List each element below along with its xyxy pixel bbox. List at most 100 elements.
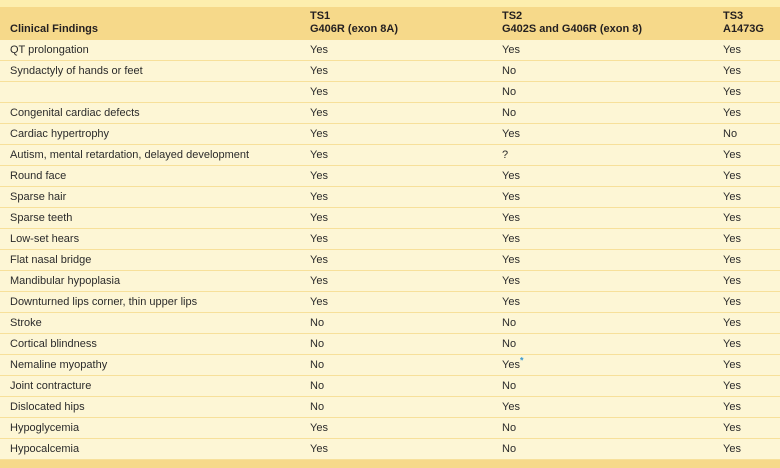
ts1-cell: No [310, 380, 325, 392]
ts2-cell: Yes [502, 44, 520, 56]
table-row: Cardiac hypertrophy Yes Yes No [0, 124, 780, 145]
finding-cell: Sparse hair [10, 191, 67, 203]
table-row: Dislocated hips No Yes Yes [0, 397, 780, 418]
ts2-cell: No [502, 443, 517, 455]
ts3-cell: Yes [723, 317, 741, 329]
table-row: QT prolongation Yes Yes Yes [0, 40, 780, 61]
table-body: QT prolongation Yes Yes Yes Syndactyly of ha… [0, 40, 780, 460]
table-row: Joint contracture No No Yes [0, 376, 780, 397]
finding-cell: Flat nasal bridge [10, 254, 92, 266]
ts2-cell: No [502, 422, 517, 434]
ts3-cell: Yes [723, 149, 741, 161]
table-row: Congenital cardiac defects Yes No Yes [0, 103, 780, 124]
header-ts1-line2: G406R (exon 8A) [310, 23, 399, 35]
ts2-cell: Yes [502, 254, 520, 266]
finding-cell: Round face [10, 170, 67, 182]
ts1-cell: Yes [310, 107, 328, 119]
ts1-cell: Yes [310, 149, 328, 161]
ts1-cell: Yes [310, 86, 328, 98]
ts3-cell: Yes [723, 380, 741, 392]
ts3-cell: Yes [723, 275, 741, 287]
ts2-cell: No [502, 338, 517, 350]
ts3-cell: Yes [723, 65, 741, 77]
table-row: Flat nasal bridge Yes Yes Yes [0, 250, 780, 271]
finding-cell: Dislocated hips [10, 401, 85, 413]
table-row: Hypoglycemia Yes No Yes [0, 418, 780, 439]
ts1-cell: No [310, 338, 325, 350]
ts1-cell: Yes [310, 254, 328, 266]
finding-cell: Joint contracture [10, 380, 92, 392]
header-ts1-line1: TS1 [310, 10, 331, 22]
ts3-cell: Yes [723, 338, 741, 350]
table-row: Stroke No No Yes [0, 313, 780, 334]
ts1-cell: No [310, 317, 325, 329]
ts1-cell: Yes [310, 422, 328, 434]
table-top-strip [0, 0, 780, 7]
table-row: Syndactyly of hands or feet Yes No Yes [0, 61, 780, 82]
ts1-cell: Yes [310, 44, 328, 56]
table-row: Nemaline myopathy No Yes* Yes [0, 355, 780, 376]
table-row: Sparse teeth Yes Yes Yes [0, 208, 780, 229]
ts1-cell: No [310, 401, 325, 413]
header-ts3-line2: A1473G [723, 23, 764, 35]
ts2-cell: Yes [502, 191, 520, 203]
table-row: Mandibular hypoplasia Yes Yes Yes [0, 271, 780, 292]
table-row: Yes No Yes [0, 82, 780, 103]
ts2-cell: Yes [502, 401, 520, 413]
ts1-cell: Yes [310, 443, 328, 455]
finding-cell: Sparse teeth [10, 212, 73, 224]
ts1-cell: Yes [310, 296, 328, 308]
table-row: Low-set hears Yes Yes Yes [0, 229, 780, 250]
ts3-cell: Yes [723, 86, 741, 98]
ts1-cell: Yes [310, 65, 328, 77]
ts3-cell: Yes [723, 170, 741, 182]
ts2-cell: Yes* [502, 355, 524, 371]
finding-cell: QT prolongation [10, 44, 89, 56]
header-ts2: TS2 G402S and G406R (exon 8) [492, 10, 713, 40]
finding-cell: Low-set hears [10, 233, 80, 245]
ts3-cell: Yes [723, 401, 741, 413]
finding-cell: Syndactyly of hands or feet [10, 65, 143, 77]
ts1-cell: Yes [310, 128, 328, 140]
ts3-cell: Yes [723, 254, 741, 266]
ts3-cell: Yes [723, 359, 741, 371]
header-ts3-line1: TS3 [723, 10, 744, 22]
ts2-cell: No [502, 107, 517, 119]
ts2-cell: Yes [502, 128, 520, 140]
ts2-cell: Yes [502, 296, 520, 308]
ts2-cell: Yes [502, 233, 520, 245]
ts2-cell: Yes [502, 170, 520, 182]
ts3-cell: Yes [723, 212, 741, 224]
finding-cell: Cardiac hypertrophy [10, 128, 110, 140]
header-ts3: TS3 A1473G [713, 10, 780, 40]
table-bottom-strip [0, 460, 780, 468]
footnote-asterisk: * [519, 355, 524, 366]
finding-cell: Mandibular hypoplasia [10, 275, 121, 287]
finding-cell: Nemaline myopathy [10, 359, 108, 371]
header-clinical-findings: Clinical Findings [0, 23, 300, 40]
ts2-cell: No [502, 380, 517, 392]
header-ts2-line2: G402S and G406R (exon 8) [502, 23, 642, 35]
finding-cell: Congenital cardiac defects [10, 107, 140, 119]
ts2-cell: Yes [502, 212, 520, 224]
ts1-cell: Yes [310, 191, 328, 203]
ts3-cell: Yes [723, 107, 741, 119]
ts1-cell: Yes [310, 212, 328, 224]
ts3-cell: Yes [723, 443, 741, 455]
header-clinical-findings-label: Clinical Findings [10, 23, 99, 35]
ts3-cell: Yes [723, 422, 741, 434]
finding-cell: Hypocalcemia [10, 443, 80, 455]
table-header-row: Clinical Findings TS1 G406R (exon 8A) TS… [0, 7, 780, 40]
ts2-cell: ? [502, 149, 509, 161]
ts2-cell: No [502, 86, 517, 98]
ts1-cell: Yes [310, 275, 328, 287]
table-row: Autism, mental retardation, delayed deve… [0, 145, 780, 166]
finding-cell: Cortical blindness [10, 338, 97, 350]
finding-cell: Downturned lips corner, thin upper lips [10, 296, 198, 308]
table-row: Sparse hair Yes Yes Yes [0, 187, 780, 208]
table-row: Round face Yes Yes Yes [0, 166, 780, 187]
finding-cell: Hypoglycemia [10, 422, 80, 434]
ts3-cell: Yes [723, 44, 741, 56]
ts1-cell: No [310, 359, 325, 371]
